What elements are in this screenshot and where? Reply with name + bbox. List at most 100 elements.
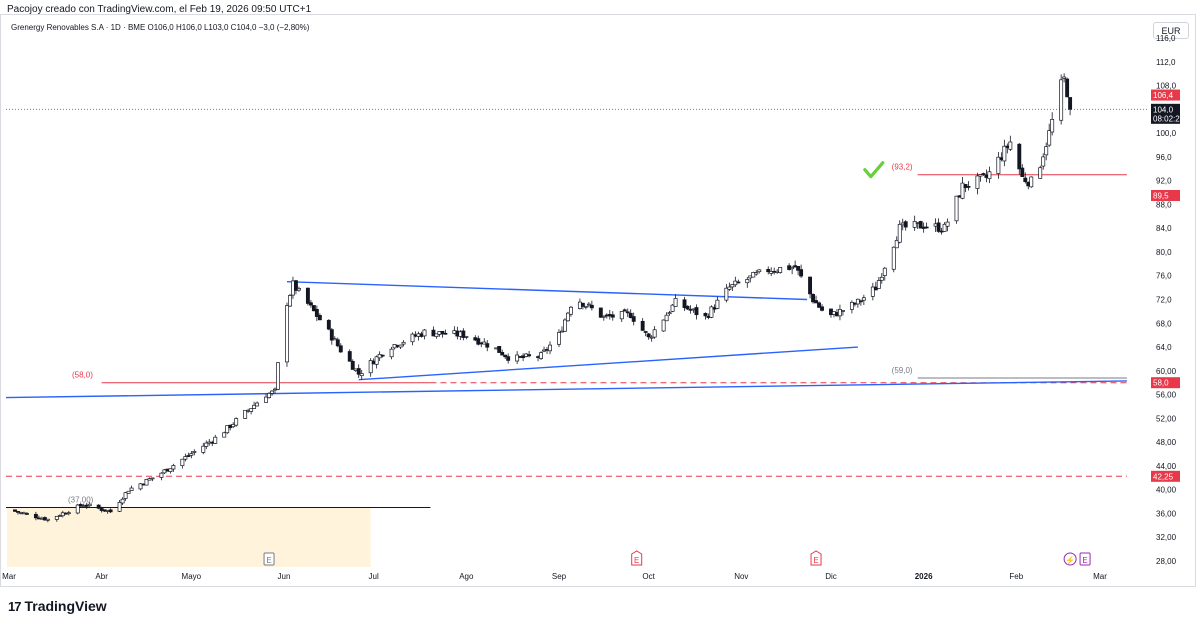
- event-marker-label: E: [266, 556, 271, 565]
- candle-body: [255, 402, 260, 407]
- earnings-marker-icon: [810, 550, 822, 566]
- symbol-legend: Grenergy Renovables S.A · 1D · BME O106,…: [11, 23, 310, 32]
- y-tick-label: 88,0: [1156, 200, 1172, 209]
- y-tick-label: 84,0: [1156, 224, 1172, 233]
- y-tick-label: 28,00: [1156, 557, 1177, 566]
- candle-body: [24, 513, 29, 515]
- candle-body: [646, 333, 651, 338]
- candle-body: [186, 455, 191, 457]
- candle-body: [631, 316, 636, 322]
- axis-price-label-text: 08:02:23: [1153, 114, 1185, 123]
- trendline-2: [6, 380, 1127, 399]
- y-tick-label: 112,0: [1156, 58, 1176, 67]
- candle-body: [670, 304, 675, 312]
- checkmark-icon: [863, 161, 885, 179]
- y-tick-label: 96,0: [1156, 153, 1172, 162]
- candle-body: [276, 362, 280, 390]
- level-label: (93,2): [892, 163, 913, 172]
- candle-body: [1038, 167, 1043, 179]
- y-tick-label: 52,00: [1156, 414, 1177, 423]
- candle-body: [736, 281, 741, 284]
- axis-price-label-bg: [1151, 112, 1180, 124]
- y-tick-label: 44,00: [1156, 462, 1177, 471]
- candle-body: [1050, 119, 1055, 133]
- candle-body: [497, 346, 502, 353]
- candle-body: [715, 299, 720, 309]
- candle-body: [987, 171, 992, 180]
- candle-body: [180, 458, 185, 467]
- candle-body: [108, 509, 113, 513]
- candles: [13, 73, 1073, 523]
- candle-body: [1002, 145, 1007, 162]
- candle-body: [1017, 143, 1022, 170]
- candle-body: [539, 352, 543, 359]
- tradingview-brand-text: TradingView: [24, 598, 107, 614]
- candle-body: [619, 311, 624, 320]
- candle-body: [476, 338, 481, 345]
- x-tick-label: Mayo: [182, 572, 202, 581]
- y-tick-label: 108,0: [1156, 82, 1177, 91]
- candle-body: [790, 267, 795, 270]
- candle-body: [252, 404, 257, 409]
- trendline-0: [286, 280, 808, 301]
- candle-body: [730, 284, 735, 288]
- candle-body: [288, 295, 292, 307]
- candle-body: [168, 468, 173, 472]
- candle-body: [652, 329, 657, 338]
- candle-body: [598, 307, 603, 318]
- earnings-marker-icon: [263, 552, 275, 566]
- candle-body: [861, 297, 866, 301]
- level-label: (37,00): [68, 496, 94, 505]
- candle-body: [924, 226, 929, 229]
- candle-body: [45, 518, 50, 521]
- candle-body: [876, 280, 881, 289]
- axis-price-label: 106,4: [1151, 89, 1180, 101]
- candle-body: [13, 509, 17, 512]
- y-tick-label: 40,00: [1156, 486, 1177, 495]
- candle-body: [936, 222, 941, 232]
- x-tick-label: Feb: [1009, 572, 1023, 581]
- candle-body: [434, 333, 439, 337]
- candle-body: [332, 338, 337, 341]
- candle-body: [515, 354, 520, 362]
- candle-body: [996, 156, 1001, 174]
- earnings-marker-icon: [1079, 552, 1091, 566]
- candle-body: [945, 221, 950, 227]
- y-tick-label: 36,00: [1156, 509, 1177, 518]
- candle-body: [147, 478, 152, 481]
- candle-body: [685, 305, 690, 310]
- tradingview-logo[interactable]: 17 TradingView: [8, 597, 107, 615]
- candle-body: [589, 304, 594, 309]
- candle-body: [231, 424, 236, 428]
- candle-body: [601, 315, 606, 318]
- x-tick-label: Abr: [95, 572, 108, 581]
- candle-body: [138, 483, 143, 490]
- chart-frame: [0, 14, 1196, 587]
- candle-body: [745, 279, 750, 284]
- candle-body: [1041, 156, 1046, 167]
- candle-body: [754, 272, 759, 275]
- candle-body: [66, 512, 71, 515]
- candle-body: [144, 478, 149, 486]
- candle-body: [625, 311, 630, 314]
- candle-body: [879, 276, 884, 281]
- currency-button[interactable]: EUR: [1153, 22, 1189, 39]
- candle-body: [129, 487, 134, 491]
- y-tick-label: 68,0: [1156, 319, 1172, 328]
- candle-body: [461, 330, 466, 338]
- candle-body: [894, 240, 899, 249]
- candle-body: [580, 302, 585, 307]
- candle-body: [350, 360, 355, 370]
- candle-body: [401, 341, 406, 345]
- candle-body: [234, 418, 239, 426]
- candle-body: [368, 360, 373, 374]
- y-tick-label: 48,00: [1156, 438, 1177, 447]
- candle-body: [189, 453, 194, 456]
- candle-body: [548, 344, 552, 352]
- candle-body: [311, 305, 316, 312]
- x-tick-label: Mar: [2, 572, 16, 581]
- candle-body: [296, 288, 301, 291]
- candle-body: [811, 294, 816, 303]
- x-tick-label: Jun: [278, 572, 291, 581]
